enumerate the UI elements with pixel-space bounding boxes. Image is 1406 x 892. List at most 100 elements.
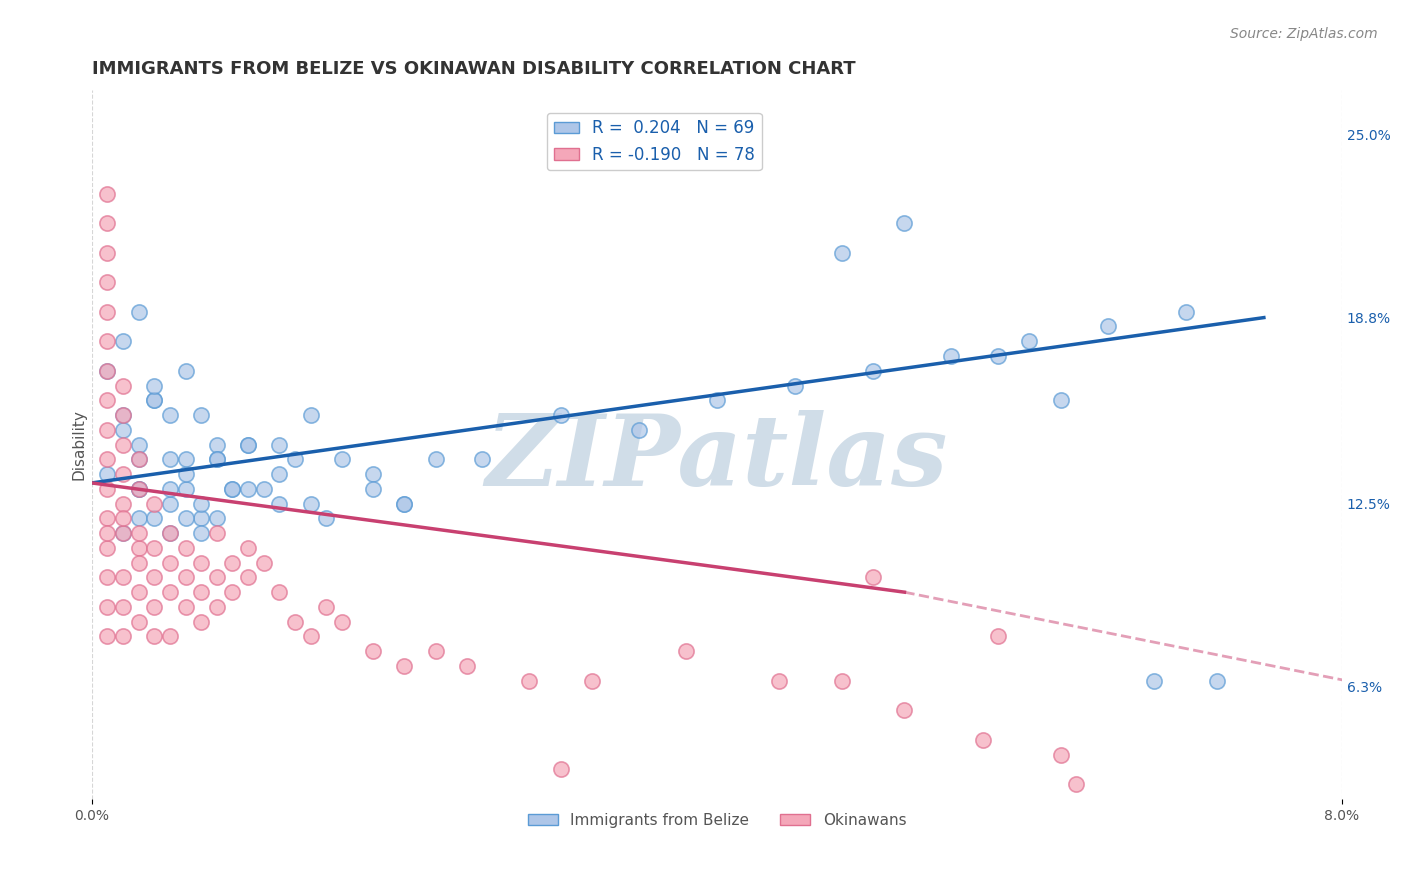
Point	[174, 452, 197, 467]
Point	[190, 615, 212, 629]
Point	[361, 482, 384, 496]
Point	[330, 452, 353, 467]
Point	[190, 497, 212, 511]
Point	[190, 526, 212, 541]
Point	[550, 762, 572, 776]
Point	[96, 630, 118, 644]
Point	[783, 378, 806, 392]
Point	[205, 452, 228, 467]
Point	[143, 511, 166, 525]
Point	[143, 630, 166, 644]
Point	[96, 364, 118, 378]
Point	[96, 216, 118, 230]
Point	[550, 408, 572, 422]
Point	[128, 482, 150, 496]
Point	[394, 497, 416, 511]
Point	[972, 732, 994, 747]
Point	[893, 703, 915, 717]
Point	[112, 511, 135, 525]
Point	[96, 467, 118, 481]
Point	[1049, 747, 1071, 762]
Point	[1066, 777, 1088, 791]
Point	[987, 349, 1010, 363]
Point	[143, 393, 166, 408]
Point	[128, 304, 150, 318]
Point	[112, 408, 135, 422]
Point	[253, 482, 276, 496]
Point	[221, 482, 243, 496]
Point	[299, 408, 322, 422]
Point	[190, 556, 212, 570]
Point	[128, 526, 150, 541]
Point	[236, 437, 259, 451]
Point	[205, 511, 228, 525]
Point	[112, 467, 135, 481]
Point	[1018, 334, 1040, 349]
Point	[269, 437, 291, 451]
Point	[96, 186, 118, 201]
Point	[174, 599, 197, 614]
Point	[174, 364, 197, 378]
Text: IMMIGRANTS FROM BELIZE VS OKINAWAN DISABILITY CORRELATION CHART: IMMIGRANTS FROM BELIZE VS OKINAWAN DISAB…	[91, 60, 855, 78]
Point	[96, 511, 118, 525]
Point	[361, 467, 384, 481]
Point	[1097, 319, 1119, 334]
Point	[96, 304, 118, 318]
Point	[128, 556, 150, 570]
Point	[831, 245, 853, 260]
Point	[706, 393, 728, 408]
Point	[269, 497, 291, 511]
Point	[299, 497, 322, 511]
Point	[1174, 304, 1197, 318]
Point	[112, 437, 135, 451]
Text: ZIPatlas: ZIPatlas	[485, 410, 948, 507]
Point	[128, 511, 150, 525]
Point	[581, 673, 603, 688]
Point	[394, 659, 416, 673]
Point	[1206, 673, 1229, 688]
Point	[627, 423, 650, 437]
Point	[205, 599, 228, 614]
Point	[862, 364, 884, 378]
Point	[221, 585, 243, 599]
Point	[284, 615, 307, 629]
Point	[221, 482, 243, 496]
Point	[174, 570, 197, 584]
Point	[941, 349, 963, 363]
Point	[112, 408, 135, 422]
Point	[159, 556, 181, 570]
Point	[112, 570, 135, 584]
Point	[96, 541, 118, 555]
Point	[269, 585, 291, 599]
Point	[96, 526, 118, 541]
Point	[112, 334, 135, 349]
Point	[675, 644, 697, 658]
Point	[236, 437, 259, 451]
Point	[893, 216, 915, 230]
Point	[143, 541, 166, 555]
Point	[205, 526, 228, 541]
Point	[96, 245, 118, 260]
Text: Source: ZipAtlas.com: Source: ZipAtlas.com	[1230, 27, 1378, 41]
Point	[159, 497, 181, 511]
Point	[236, 541, 259, 555]
Point	[174, 541, 197, 555]
Point	[236, 570, 259, 584]
Point	[96, 452, 118, 467]
Point	[253, 556, 276, 570]
Point	[315, 599, 337, 614]
Point	[159, 452, 181, 467]
Point	[284, 452, 307, 467]
Point	[361, 644, 384, 658]
Point	[96, 482, 118, 496]
Point	[128, 585, 150, 599]
Point	[112, 526, 135, 541]
Point	[159, 526, 181, 541]
Point	[143, 393, 166, 408]
Point	[128, 615, 150, 629]
Point	[221, 556, 243, 570]
Point	[159, 585, 181, 599]
Point	[236, 482, 259, 496]
Point	[190, 408, 212, 422]
Point	[425, 452, 447, 467]
